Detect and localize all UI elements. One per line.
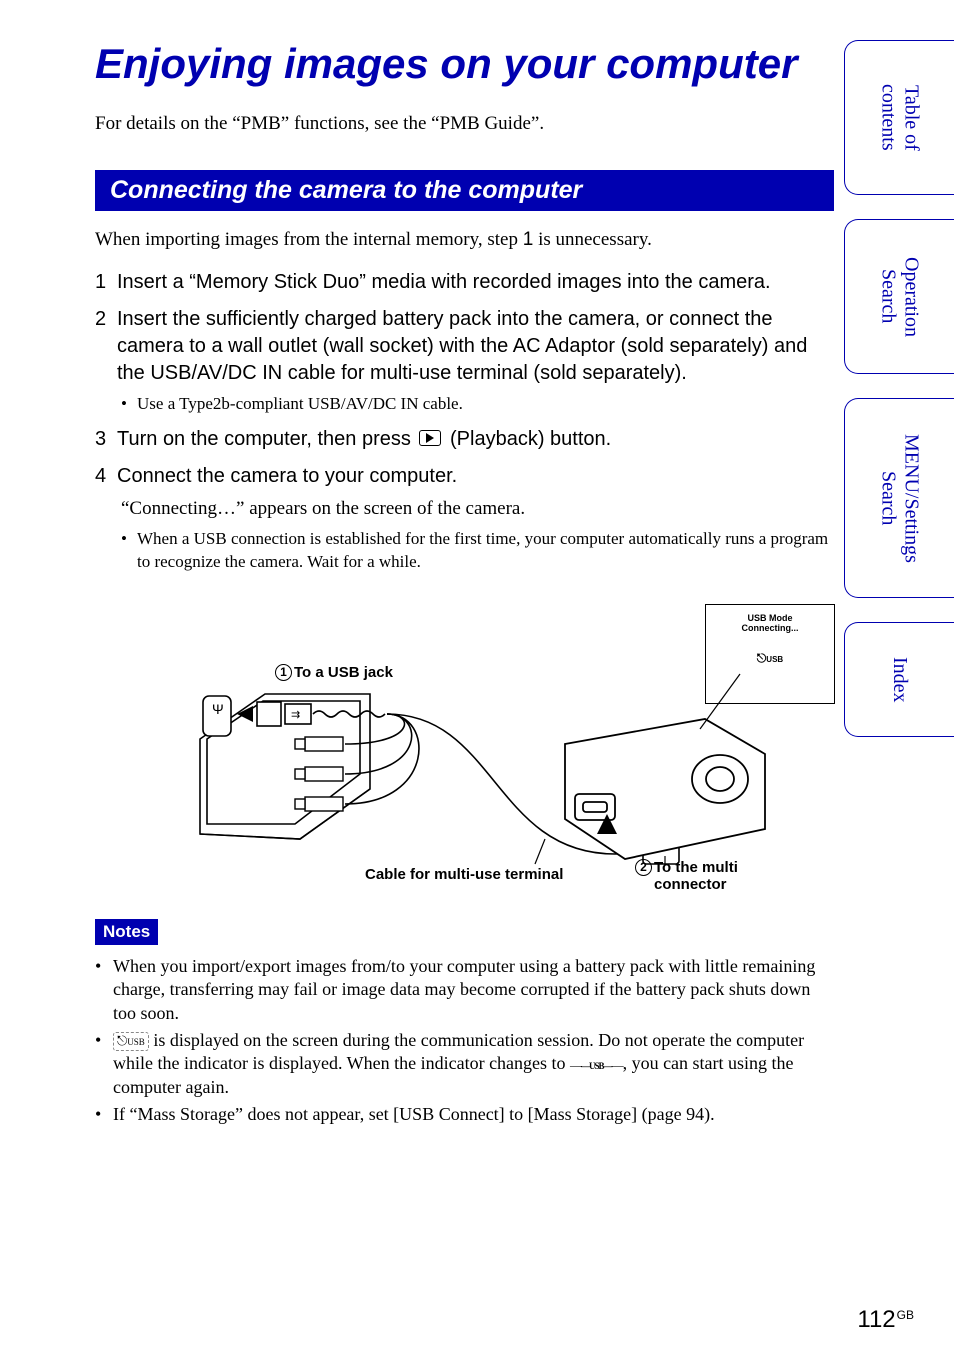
- diagram-label-2-line1: To the multi: [654, 859, 738, 876]
- tab-3-label: MENU/Settings Search: [877, 434, 923, 563]
- step-2-num: 2: [95, 306, 117, 416]
- step-4: 4 Connect the camera to your computer. “…: [95, 463, 834, 574]
- page-number-value: 112: [857, 1306, 895, 1333]
- usb-busy-icon: ⎋USB: [113, 1032, 149, 1051]
- notes-label: Notes: [95, 919, 158, 945]
- step-2-bullet-text: Use a Type2b-compliant USB/AV/DC IN cabl…: [137, 393, 463, 416]
- tab-2-label: Operation Search: [877, 257, 923, 337]
- section-intro-pre: When importing images from the internal …: [95, 229, 523, 250]
- tab-4-label: Index: [888, 657, 911, 703]
- steps-list: 1 Insert a “Memory Stick Duo” media with…: [95, 269, 834, 573]
- step-2-bullet: •Use a Type2b-compliant USB/AV/DC IN cab…: [121, 393, 834, 416]
- diagram-label-2: 2To the multiconnector: [635, 859, 738, 893]
- step-1: 1 Insert a “Memory Stick Duo” media with…: [95, 269, 834, 296]
- page-root: Enjoying images on your computer For det…: [0, 0, 954, 1369]
- note-1-text: When you import/export images from/to yo…: [113, 955, 834, 1025]
- page-number: 112GB: [857, 1306, 914, 1334]
- diagram-label-1: 1To a USB jack: [275, 664, 393, 681]
- step-4-text: Connect the camera to your computer.: [117, 465, 457, 487]
- usb-idle-icon: ——USB——: [570, 1058, 623, 1072]
- tab-table-of-contents[interactable]: Table of contents: [844, 40, 954, 195]
- notes-list: •When you import/export images from/to y…: [95, 955, 834, 1127]
- svg-text:⇉: ⇉: [291, 709, 300, 721]
- step-3-text-pre: Turn on the computer, then press: [117, 428, 416, 450]
- step-1-num: 1: [95, 269, 117, 296]
- note-1: •When you import/export images from/to y…: [95, 955, 834, 1025]
- section-intro-step: 1: [523, 229, 534, 250]
- step-3: 3 Turn on the computer, then press (Play…: [95, 426, 834, 453]
- page-number-suffix: GB: [897, 1308, 914, 1322]
- tab-index[interactable]: Index: [844, 622, 954, 737]
- step-1-text: Insert a “Memory Stick Duo” media with r…: [117, 269, 834, 296]
- section-heading: Connecting the camera to the computer: [95, 170, 834, 211]
- tab-operation-search[interactable]: Operation Search: [844, 219, 954, 374]
- step-3-text-post: (Playback) button.: [450, 428, 611, 450]
- step-3-num: 3: [95, 426, 117, 453]
- page-title: Enjoying images on your computer: [95, 40, 834, 88]
- step-2-text: Insert the sufficiently charged battery …: [117, 308, 807, 384]
- step-2: 2 Insert the sufficiently charged batter…: [95, 306, 834, 416]
- svg-text:Ψ: Ψ: [212, 701, 224, 717]
- connection-diagram: USB Mode Connecting... ⎋USB Ψ ⇉: [145, 604, 835, 909]
- tab-menu-settings-search[interactable]: MENU/Settings Search: [844, 398, 954, 598]
- diagram-label-cable: Cable for multi-use terminal: [365, 866, 563, 883]
- tab-1-label: Table of contents: [877, 84, 923, 151]
- note-3-text: If “Mass Storage” does not appear, set […: [113, 1103, 715, 1126]
- step-4-bullet: •When a USB connection is established fo…: [121, 528, 834, 574]
- section-intro: When importing images from the internal …: [95, 229, 834, 251]
- intro-text: For details on the “PMB” functions, see …: [95, 113, 834, 135]
- diagram-label-1-text: To a USB jack: [294, 664, 393, 681]
- playback-icon: [419, 430, 441, 446]
- step-4-subtext: “Connecting…” appears on the screen of t…: [121, 496, 834, 522]
- section-intro-post: is unnecessary.: [533, 229, 652, 250]
- diagram-label-2-line2: connector: [654, 876, 727, 893]
- note-2: • ⎋USB is displayed on the screen during…: [95, 1029, 834, 1099]
- note-3: •If “Mass Storage” does not appear, set …: [95, 1103, 834, 1126]
- notes-section: Notes •When you import/export images fro…: [95, 919, 834, 1127]
- step-4-num: 4: [95, 463, 117, 574]
- step-4-bullet-text: When a USB connection is established for…: [137, 528, 834, 574]
- side-tabs: Table of contents Operation Search MENU/…: [844, 40, 954, 761]
